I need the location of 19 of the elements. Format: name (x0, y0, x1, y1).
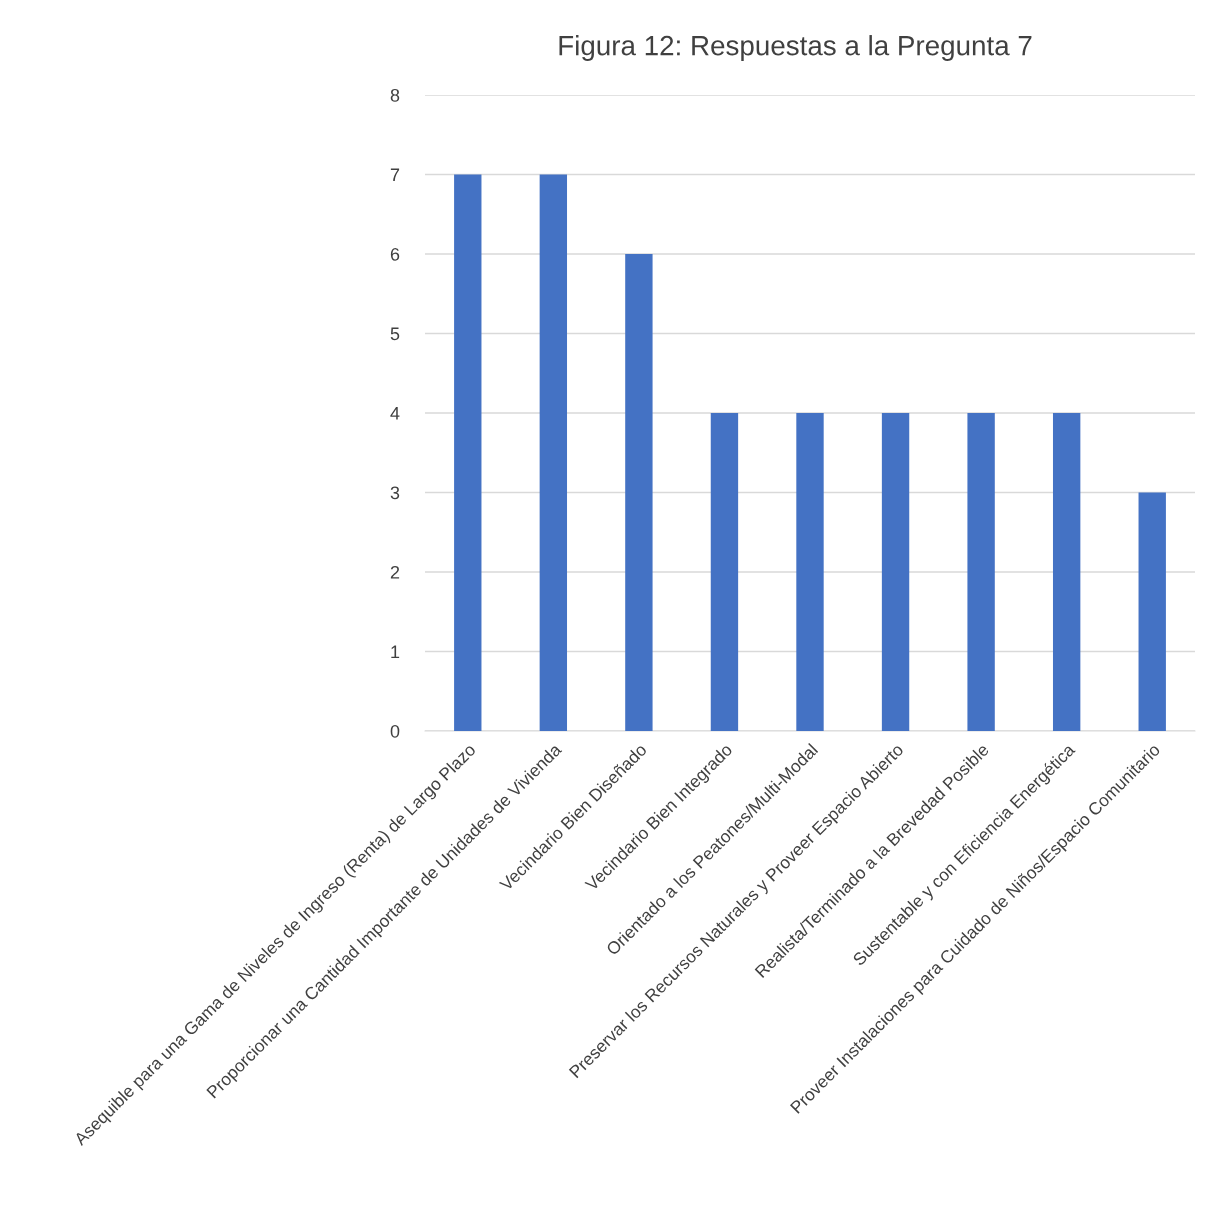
bar (1052, 413, 1081, 731)
bar (625, 254, 653, 731)
bar (796, 413, 824, 731)
y-tick-label: 5 (390, 327, 400, 341)
bar (881, 413, 910, 731)
y-tick-label: 2 (390, 565, 400, 579)
bar (710, 413, 739, 731)
y-tick-label: 6 (390, 247, 400, 261)
bar (454, 174, 482, 731)
y-tick-label: 0 (390, 724, 400, 738)
y-tick-label: 1 (391, 645, 400, 659)
chart-title: Figura 12: Respuestas a la Pregunta 7 (559, 35, 1032, 61)
y-tick-label: 4 (390, 407, 400, 420)
y-tick-label: 8 (390, 88, 400, 102)
y-tick-label: 7 (390, 168, 400, 182)
bar (1138, 492, 1166, 731)
y-tick-label: 3 (390, 486, 400, 500)
bar (539, 174, 568, 731)
bar (967, 413, 995, 731)
